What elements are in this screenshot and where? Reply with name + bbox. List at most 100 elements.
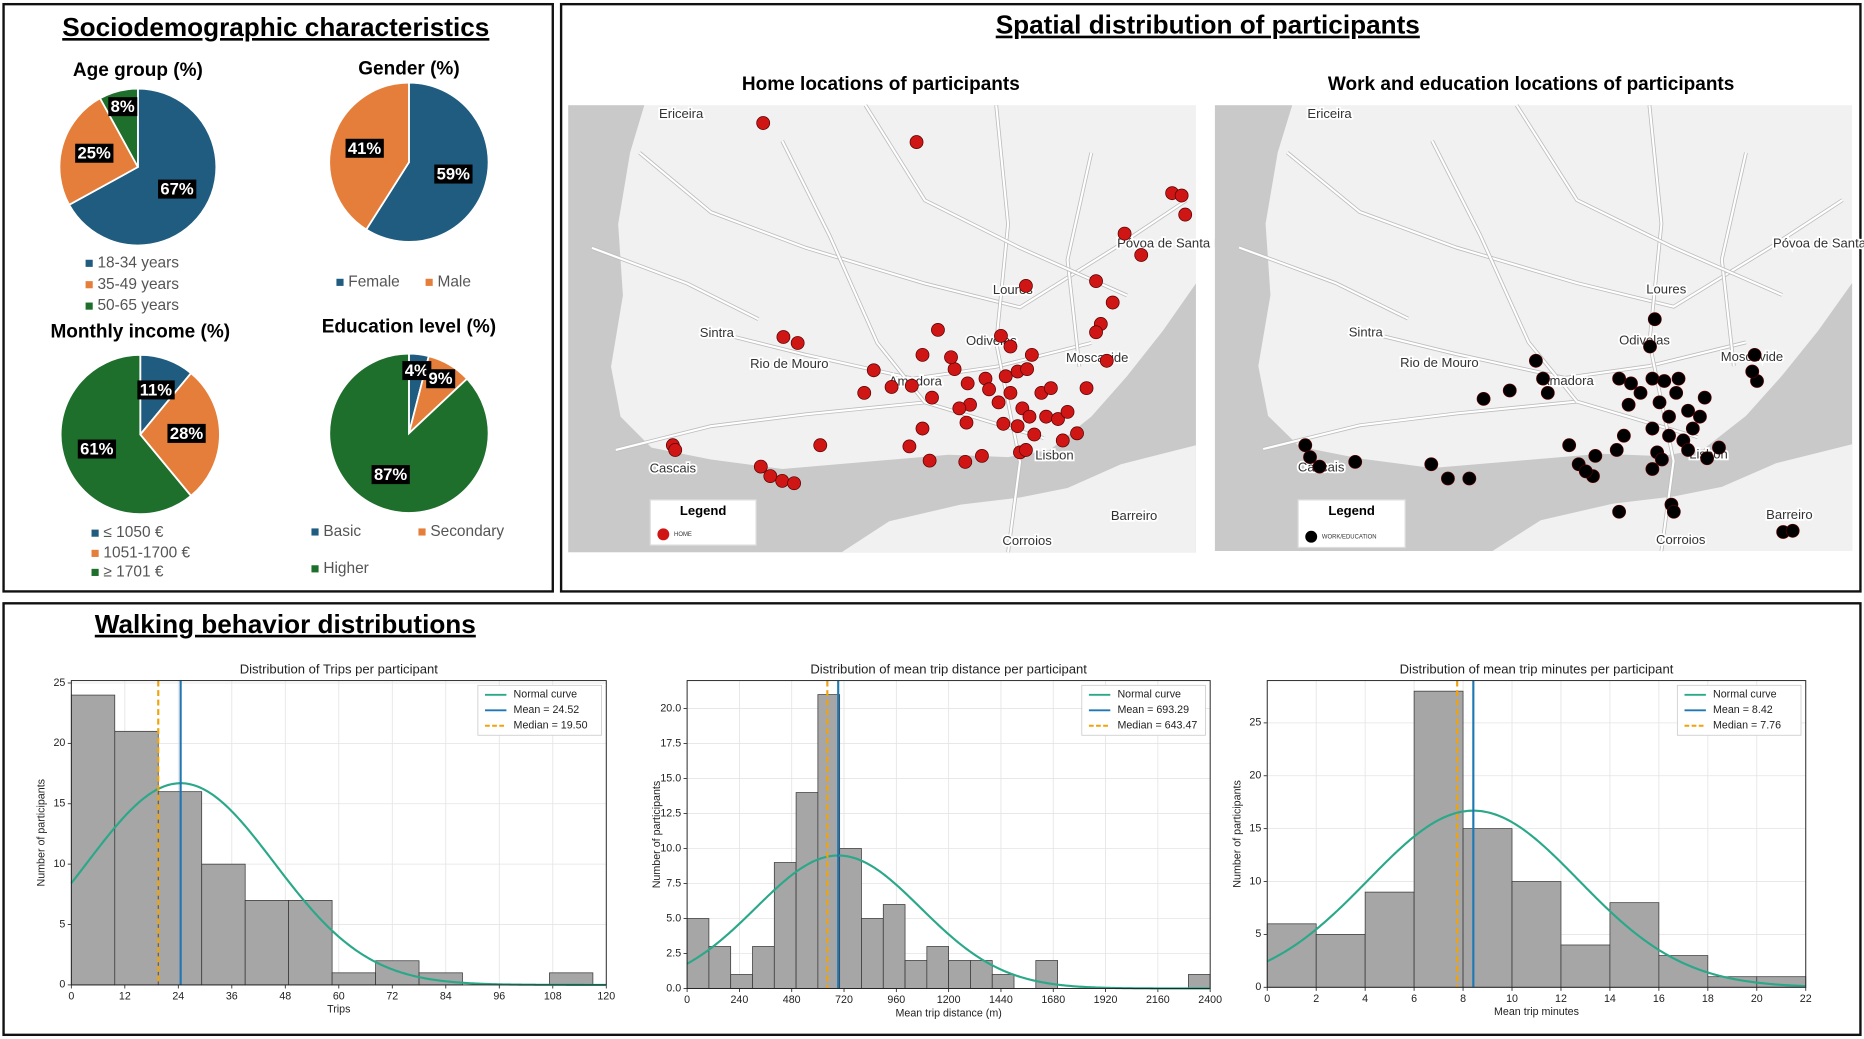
legend-label: Mean = 693.29 <box>1117 704 1189 716</box>
location-marker <box>1070 426 1084 441</box>
x-tick-label: 0 <box>684 994 690 1006</box>
map-legend-marker <box>1305 530 1318 543</box>
map-legend-label: HOME <box>674 532 692 538</box>
location-marker <box>1645 421 1660 436</box>
y-tick-label: 5.0 <box>666 912 681 924</box>
legend-label: 1051-1700 € <box>103 544 190 561</box>
legend-swatch <box>418 528 426 536</box>
pie-slice <box>67 87 218 247</box>
location-marker <box>668 443 683 457</box>
location-marker <box>1669 386 1684 400</box>
location-marker <box>1562 438 1577 453</box>
location-marker <box>994 328 1008 343</box>
x-tick-label: 10 <box>1506 993 1518 1005</box>
value-label: 11% <box>140 380 173 399</box>
axes-frame <box>1266 680 1807 988</box>
location-marker <box>1019 279 1033 293</box>
x-tick-label: 12 <box>119 991 131 1003</box>
x-tick-label: 22 <box>1800 993 1812 1005</box>
normal-curve <box>1266 809 1806 988</box>
y-tick-label: 10.0 <box>660 842 681 854</box>
place-label: Barreiro <box>1766 507 1812 522</box>
x-tick-label: 1680 <box>1041 994 1065 1006</box>
location-marker <box>1657 374 1672 388</box>
chart-title: Distribution of mean trip minutes per pa… <box>1400 661 1674 676</box>
map-road <box>1286 151 1844 308</box>
histogram-bar <box>201 863 246 986</box>
location-marker <box>1785 523 1800 538</box>
histogram-bar <box>549 972 594 986</box>
map-land <box>841 445 1196 553</box>
location-marker <box>982 382 996 397</box>
map-legend-marker <box>657 528 670 541</box>
location-marker <box>925 390 939 405</box>
location-marker <box>1020 362 1034 377</box>
legend-swatch <box>85 259 93 267</box>
histogram-bar <box>1511 881 1562 988</box>
y-axis-label: Number of participants <box>35 779 47 887</box>
x-axis-label: Trips <box>327 1004 350 1016</box>
location-marker <box>1441 471 1455 486</box>
histogram-bar <box>114 730 159 986</box>
location-marker <box>998 369 1013 384</box>
value-label-box <box>77 439 117 459</box>
x-tick-label: 1920 <box>1094 994 1118 1006</box>
x-tick-label: 8 <box>1460 993 1466 1005</box>
value-label: 28% <box>170 424 203 443</box>
x-tick-label: 60 <box>333 991 345 1003</box>
location-marker <box>975 449 989 463</box>
location-marker <box>866 363 881 378</box>
histogram-bar <box>1266 923 1317 988</box>
location-marker <box>1662 428 1676 443</box>
location-marker <box>1621 397 1636 412</box>
location-marker <box>1134 248 1149 262</box>
legend-label: Male <box>437 273 470 290</box>
place-label: Amadora <box>1541 373 1595 388</box>
map-road <box>995 105 1022 553</box>
location-marker <box>1588 449 1603 463</box>
x-tick-label: 108 <box>544 991 562 1003</box>
y-tick-label: 20.0 <box>660 702 681 714</box>
map-legend-title: Legend <box>1328 503 1374 518</box>
location-marker <box>1174 188 1189 203</box>
place-label: Rio de Mouro <box>750 356 828 371</box>
location-marker <box>1681 403 1695 418</box>
value-label-box <box>345 138 384 158</box>
location-marker <box>944 350 958 365</box>
location-marker <box>1747 347 1762 362</box>
legend-swatch <box>85 281 93 289</box>
location-marker <box>884 380 899 394</box>
y-tick-label: 5 <box>1255 928 1261 940</box>
location-marker <box>1051 412 1065 426</box>
location-marker <box>1681 443 1695 457</box>
legend-label: Normal curve <box>514 689 578 701</box>
location-marker <box>1117 226 1132 241</box>
legend-swatch <box>311 565 319 573</box>
y-tick-label: 15 <box>53 798 65 810</box>
location-marker <box>1476 391 1491 406</box>
x-tick-label: 1440 <box>989 994 1013 1006</box>
value-label: 87% <box>374 465 407 484</box>
legend-box <box>1676 684 1802 736</box>
location-marker <box>1312 459 1327 474</box>
location-marker <box>1578 464 1593 479</box>
location-marker <box>960 376 975 391</box>
map-road <box>591 246 759 321</box>
legend-label: Female <box>348 273 399 290</box>
x-tick-label: 2400 <box>1198 994 1222 1006</box>
y-tick-label: 0 <box>59 979 65 991</box>
panel-frame <box>2 602 1862 1037</box>
location-marker <box>756 116 771 130</box>
location-marker <box>931 322 945 337</box>
x-tick-label: 4 <box>1362 993 1368 1005</box>
x-tick-label: 24 <box>172 991 184 1003</box>
pie-title: Age group (%) <box>73 60 203 81</box>
map-road <box>864 104 1128 297</box>
value-label-box <box>108 97 138 117</box>
y-tick-label: 15 <box>1249 822 1261 834</box>
y-tick-label: 2.5 <box>666 947 681 959</box>
location-marker <box>1010 419 1025 434</box>
location-marker <box>1105 295 1120 310</box>
y-tick-label: 20 <box>53 737 65 749</box>
histogram-bar <box>904 960 928 989</box>
